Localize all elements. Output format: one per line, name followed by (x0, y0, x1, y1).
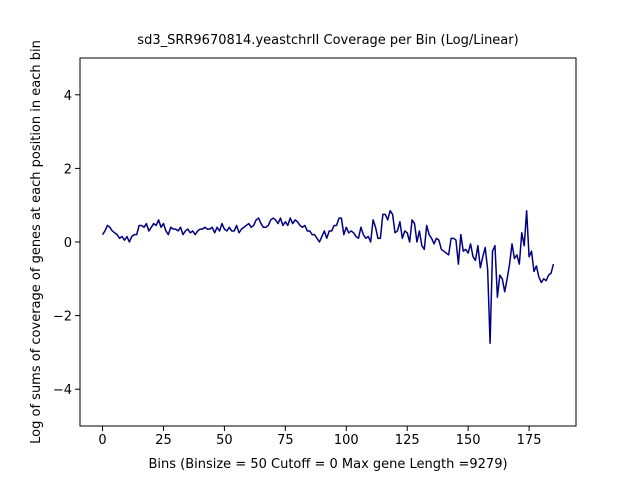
x-tick-label: 75 (277, 433, 294, 448)
y-tick-label: −4 (53, 383, 72, 398)
y-tick-label: 0 (64, 236, 72, 251)
x-tick-label: 175 (517, 433, 542, 448)
y-tick-label: 2 (64, 162, 72, 177)
y-tick-label: 4 (64, 89, 72, 104)
chart-title: sd3_SRR9670814.yeastchrII Coverage per B… (137, 33, 518, 48)
y-axis-label: Log of sums of coverage of genes at each… (29, 40, 44, 444)
x-tick-label: 100 (334, 433, 359, 448)
y-tick-label: −2 (53, 310, 72, 325)
x-tick-label: 150 (456, 433, 481, 448)
data-line (101, 209, 555, 344)
x-tick-label: 125 (395, 433, 420, 448)
axes-frame (79, 57, 577, 427)
x-tick-label: 25 (155, 433, 172, 448)
x-axis-label: Bins (Binsize = 50 Cutoff = 0 Max gene L… (148, 457, 507, 472)
x-tick-label: 0 (98, 433, 106, 448)
x-tick-label: 50 (216, 433, 233, 448)
